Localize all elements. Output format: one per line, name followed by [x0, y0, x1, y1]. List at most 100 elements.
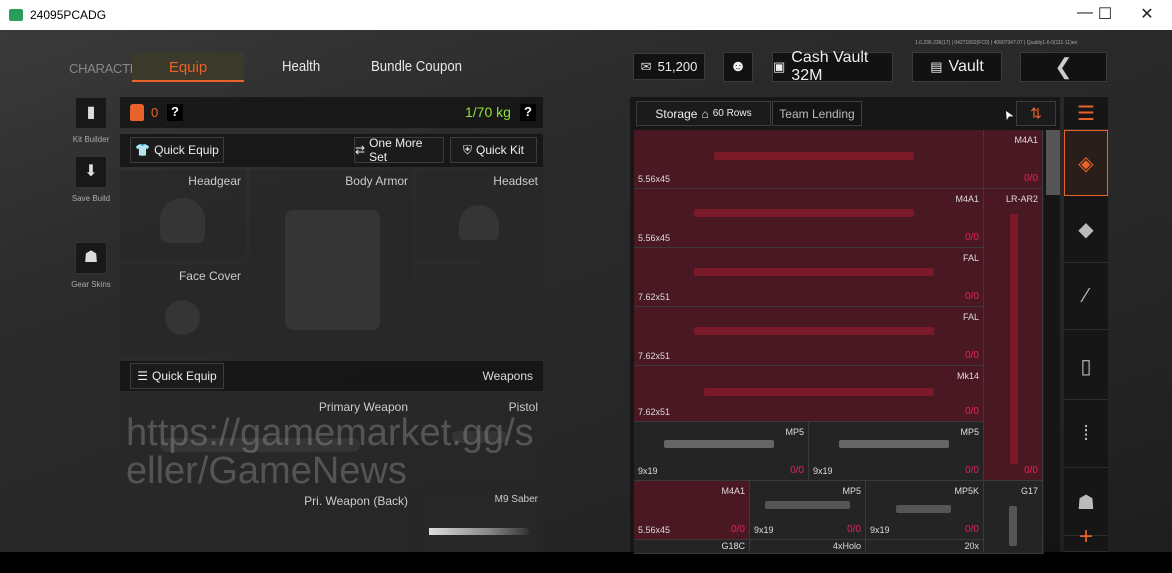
backpack-icon: ◈ [1078, 152, 1094, 175]
maximize-button[interactable]: ☐ [1097, 6, 1113, 23]
helmet-icon: ☗ [83, 249, 99, 266]
storage-item[interactable]: M4A1 5.56x45 0/0 [634, 189, 984, 248]
storage-item[interactable]: G17 [984, 481, 1043, 554]
cash-icon: ✉ [640, 58, 652, 74]
storage-item[interactable]: FAL 7.62x51 0/0 [634, 248, 984, 307]
app-icon [9, 9, 23, 21]
shirt-icon: 👕 [135, 143, 151, 157]
item-ammo: 9x19 [870, 525, 890, 535]
item-name: MP5 [960, 427, 979, 437]
category-gear[interactable]: ☗ [1064, 470, 1108, 536]
magazine-icon: ▯ [1080, 356, 1092, 378]
cash-vault-button[interactable]: ▣ Cash Vault 32M [772, 49, 893, 84]
slot-label: Headgear [188, 174, 241, 188]
minimize-button[interactable]: — [1077, 4, 1093, 21]
tab-storage[interactable]: Storage ⌂ 60 Rows [636, 101, 771, 126]
one-more-set-label: One More Set [369, 136, 423, 164]
slot-label: Primary Weapon [318, 400, 408, 414]
storage-grid: 5.56x45 M4A1 0/0 M4A1 5.56x45 0/0 LR-AR2 0/0… [634, 130, 1044, 554]
category-armor[interactable]: ◆ [1064, 197, 1108, 263]
gear-skins-label: Gear Skins [71, 280, 111, 289]
add-category-button[interactable]: + [1064, 522, 1108, 552]
item-count: 0/0 [965, 291, 979, 302]
storage-item[interactable]: G18C [634, 540, 750, 554]
version-text: 1.0.236.236(17) | 04271802(FC0) | 409073… [915, 40, 1078, 46]
category-backpack[interactable]: ◈ [1064, 130, 1108, 196]
shield-icon: ⛨ [462, 142, 472, 157]
tab-team-lending[interactable]: Team Lending [772, 101, 862, 126]
item-name: 4xHolo [832, 541, 861, 551]
item-ammo: 9x19 [813, 466, 833, 476]
storage-item[interactable]: M4A1 5.56x45 0/0 [634, 481, 750, 540]
item-name: G18C [721, 541, 745, 551]
rifle-icon: ⁄ [1084, 285, 1088, 307]
item-name: MP5 [785, 427, 804, 437]
category-ammo[interactable]: ⁞ [1064, 402, 1108, 468]
slot-pistol[interactable]: Pistol [417, 396, 543, 486]
slot-label: Pri. Weapon (Back) [304, 494, 408, 508]
storage-item[interactable]: MP5 9x19 0/0 [634, 422, 809, 481]
slot-headset[interactable]: Headset [417, 170, 543, 260]
quick-equip-button[interactable]: 👕 Quick Equip [130, 137, 224, 163]
kit-builder-button[interactable]: ▮ [75, 97, 107, 129]
storage-item[interactable]: MP5K 9x19 0/0 [866, 481, 984, 540]
money-display: ✉ 51,200 [633, 53, 705, 80]
safe-icon: ▤ [930, 59, 943, 74]
storage-item[interactable]: MP5 9x19 0/0 [809, 422, 984, 481]
slot-melee[interactable]: M9 Saber [417, 490, 543, 552]
profile-button[interactable]: ☻ [723, 52, 753, 82]
storage-item[interactable]: Mk14 7.62x51 0/0 [634, 366, 984, 422]
slot-primary-weapon-back[interactable]: Pri. Weapon (Back) [120, 490, 413, 552]
tab-equip[interactable]: Equip [132, 53, 244, 82]
storage-item[interactable]: FAL 7.62x51 0/0 [634, 307, 984, 366]
slot-face-cover[interactable]: Face Cover [120, 265, 246, 355]
item-count: 0/0 [790, 465, 804, 476]
quick-equip-label: Quick Equip [152, 369, 217, 383]
sort-button[interactable]: ⇅ [1016, 101, 1056, 126]
item-name: FAL [962, 312, 979, 322]
slot-label: Headset [493, 174, 538, 188]
weapons-quick-equip-button[interactable]: ☰ Quick Equip [130, 363, 224, 389]
tab-health[interactable]: Health [282, 58, 321, 75]
quick-kit-label: Quick Kit [476, 143, 525, 157]
category-magazines[interactable]: ▯ [1064, 334, 1108, 400]
gear-skins-button[interactable]: ☗ [75, 242, 107, 274]
vault-card-icon: ▣ [773, 59, 786, 74]
category-all[interactable]: ☰ [1064, 97, 1108, 130]
slot-empty[interactable] [417, 265, 543, 355]
slot-body-armor[interactable]: Body Armor [250, 170, 413, 355]
storage-item[interactable]: 4xHolo [750, 540, 866, 554]
slot-primary-weapon[interactable]: Primary Weapon [120, 396, 413, 486]
equip-status-bar: 0 ? 1/70 kg ? [120, 97, 543, 128]
item-name: M4A1 [955, 194, 979, 204]
back-button[interactable]: ❮ [1020, 52, 1107, 82]
storage-item[interactable]: M4A1 0/0 [984, 130, 1043, 189]
vault-button[interactable]: ▤ Vault [912, 52, 1002, 82]
item-count: 0/0 [965, 350, 979, 361]
close-button[interactable]: ✕ [1140, 6, 1154, 23]
weight-help-button[interactable]: ? [520, 104, 536, 121]
armor-vest-icon [130, 104, 144, 121]
item-ammo: 7.62x51 [638, 292, 671, 302]
storage-item[interactable]: 5.56x45 [634, 130, 984, 189]
item-ammo: 5.56x45 [638, 525, 671, 535]
rows-count: 60 Rows [712, 108, 752, 119]
armor-icon: ◆ [1078, 219, 1094, 241]
tab-bundle-coupon[interactable]: Bundle Coupon [371, 58, 463, 75]
slot-headgear[interactable]: Headgear [120, 170, 246, 260]
quick-kit-button[interactable]: ⛨ Quick Kit [450, 137, 537, 163]
storage-item[interactable]: LR-AR2 0/0 [984, 189, 1043, 481]
storage-item[interactable]: 20x [866, 540, 984, 554]
storage-item[interactable]: MP5 9x19 0/0 [750, 481, 866, 540]
save-build-label: Save Build [71, 194, 111, 203]
weight-value: 1/70 kg [465, 104, 511, 120]
vault-label: Vault [948, 58, 984, 75]
storage-scrollbar[interactable] [1046, 130, 1060, 195]
slot-label: Pistol [508, 400, 538, 414]
one-more-set-button[interactable]: ⇄ One More Set [354, 136, 444, 164]
save-build-button[interactable]: ⬇ [75, 156, 107, 188]
item-name: FAL [962, 253, 979, 263]
rifle-icon: ☰ [137, 369, 149, 383]
help-button[interactable]: ? [167, 104, 183, 121]
category-weapons[interactable]: ⁄ [1064, 264, 1108, 330]
